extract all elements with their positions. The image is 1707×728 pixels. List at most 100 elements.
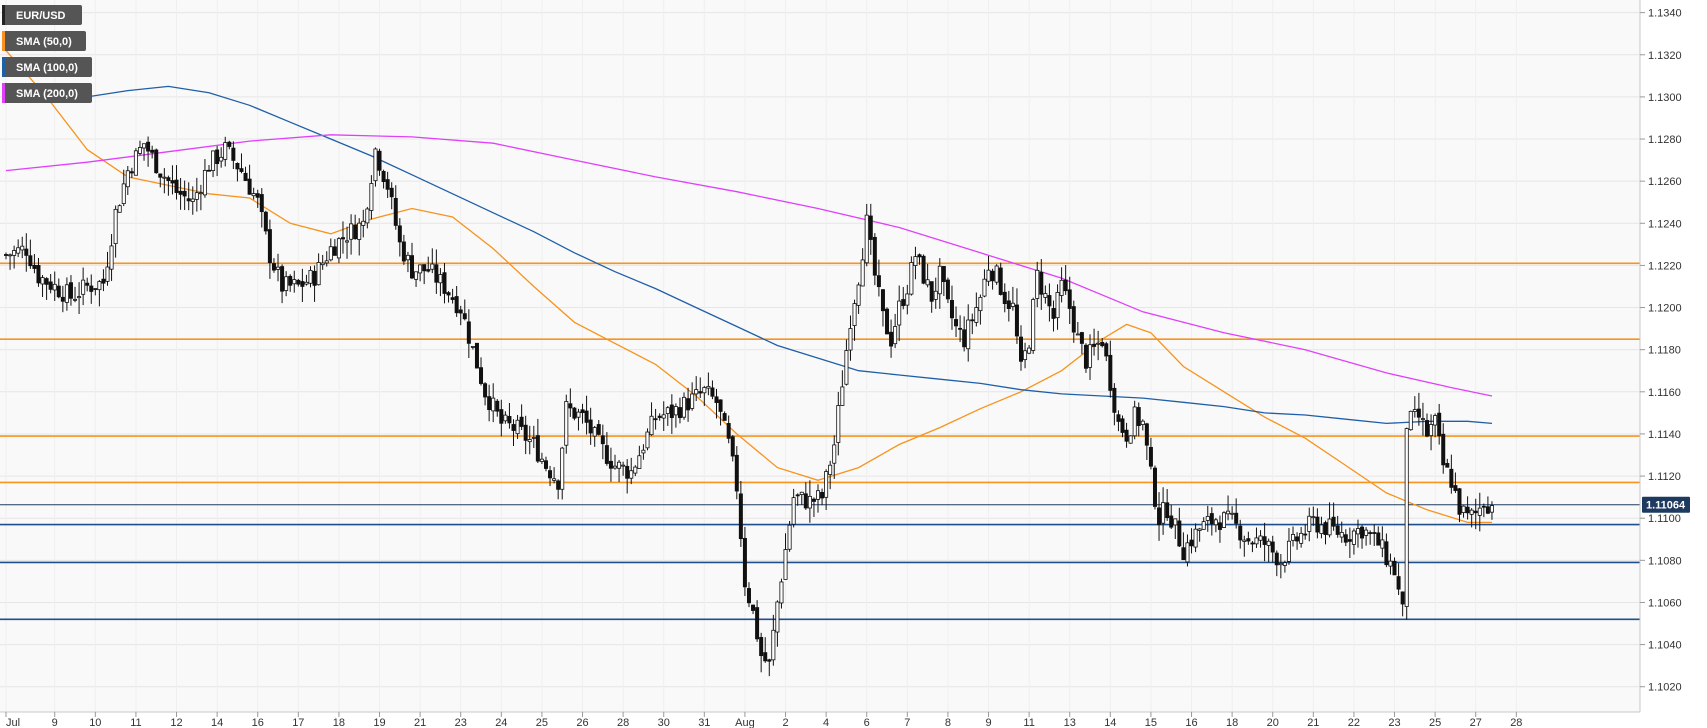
x-tick-label: 2 bbox=[782, 717, 788, 728]
x-tick-label: 20 bbox=[1267, 717, 1279, 728]
candle-bull bbox=[617, 461, 622, 469]
candle-bear bbox=[158, 173, 163, 178]
price-badge: 1.11064 bbox=[1642, 496, 1690, 513]
candle-bear bbox=[1217, 522, 1222, 530]
candle-bull bbox=[1023, 350, 1028, 361]
candle-bear bbox=[247, 178, 252, 195]
candle-bear bbox=[434, 264, 439, 283]
candle-bull bbox=[1388, 560, 1393, 567]
candle-bear bbox=[803, 493, 808, 509]
x-tick-label: 21 bbox=[1307, 717, 1319, 728]
candle-bear bbox=[235, 163, 240, 170]
candle-bear bbox=[1152, 467, 1157, 507]
candle-bear bbox=[1274, 552, 1279, 566]
candle-bear bbox=[1303, 533, 1308, 536]
candle-bear bbox=[657, 415, 662, 418]
candle-bull bbox=[73, 298, 78, 301]
candle-bear bbox=[393, 197, 398, 226]
candle-bear bbox=[543, 460, 548, 469]
candle-bull bbox=[690, 393, 695, 409]
candle-bull bbox=[1307, 515, 1312, 532]
candle-bull bbox=[1258, 535, 1263, 541]
price-badge-box bbox=[1642, 496, 1690, 513]
candle-bear bbox=[397, 225, 402, 243]
candle-bear bbox=[519, 416, 524, 427]
candle-bear bbox=[1047, 295, 1052, 307]
candle-bull bbox=[673, 406, 678, 416]
candle-bull bbox=[223, 142, 228, 160]
legend-label: EUR/USD bbox=[16, 10, 66, 22]
candle-bear bbox=[1449, 468, 1454, 488]
candle-bull bbox=[1197, 528, 1202, 531]
candle-bear bbox=[608, 460, 613, 469]
candle-bull bbox=[897, 300, 902, 326]
candle-bear bbox=[1148, 446, 1153, 467]
candle-bear bbox=[1360, 526, 1365, 539]
candle-bear bbox=[206, 169, 211, 172]
candle-bull bbox=[349, 223, 354, 240]
candle-bear bbox=[535, 435, 540, 462]
legend: EUR/USD SMA (50,0) SMA (100,0) SMA (200,0) bbox=[2, 5, 92, 103]
candle-bull bbox=[783, 549, 788, 580]
candle-bear bbox=[1169, 515, 1174, 528]
x-tick-label: 4 bbox=[823, 717, 829, 728]
candle-bear bbox=[1092, 343, 1097, 347]
candle-bull bbox=[1201, 521, 1206, 530]
candle-bear bbox=[889, 331, 894, 347]
candle-bull bbox=[637, 455, 642, 469]
y-tick-label: 1.1180 bbox=[1648, 345, 1681, 357]
candle-bull bbox=[251, 193, 256, 197]
candle-bull bbox=[682, 396, 687, 418]
candle-bull bbox=[1412, 409, 1417, 412]
candle-bull bbox=[1254, 537, 1259, 545]
candle-bull bbox=[649, 415, 654, 436]
candle-bear bbox=[755, 607, 760, 640]
candle-bear bbox=[901, 299, 906, 307]
candle-bull bbox=[1193, 528, 1198, 548]
candle-bull bbox=[328, 246, 333, 261]
candle-bear bbox=[458, 309, 463, 314]
candle-bear bbox=[93, 288, 98, 290]
candle-bear bbox=[24, 248, 29, 256]
candle-bear bbox=[568, 403, 573, 409]
candle-bear bbox=[377, 150, 382, 171]
candle-bull bbox=[117, 205, 122, 213]
y-tick-label: 1.1120 bbox=[1648, 471, 1681, 483]
candle-bull bbox=[836, 405, 841, 443]
candle-bear bbox=[1335, 525, 1340, 535]
candle-bull bbox=[986, 269, 991, 282]
candle-bear bbox=[1270, 541, 1275, 553]
x-tick-label: 7 bbox=[904, 717, 910, 728]
candle-bear bbox=[872, 236, 877, 276]
x-tick-label: 23 bbox=[1388, 717, 1400, 728]
candle-bull bbox=[633, 466, 638, 474]
candle-bull bbox=[856, 284, 861, 306]
candle-bull bbox=[113, 208, 118, 245]
candle-bull bbox=[1161, 502, 1166, 524]
x-tick-label: 21 bbox=[414, 717, 426, 728]
candle-bear bbox=[174, 179, 179, 193]
candle-bull bbox=[925, 279, 930, 286]
candle-bull bbox=[694, 389, 699, 395]
candle-bear bbox=[1323, 522, 1328, 535]
candle-bear bbox=[1039, 271, 1044, 295]
candle-bull bbox=[1031, 299, 1036, 351]
candle-bull bbox=[560, 447, 565, 490]
candle-bull bbox=[133, 150, 138, 176]
candle-bull bbox=[12, 250, 17, 256]
y-tick-label: 1.1220 bbox=[1648, 260, 1682, 272]
candle-bear bbox=[1392, 560, 1397, 576]
candle-bear bbox=[474, 342, 479, 369]
candle-bear bbox=[1019, 336, 1024, 362]
x-tick-label: 16 bbox=[252, 717, 264, 728]
candle-bear bbox=[1400, 591, 1405, 605]
legend-label: SMA (200,0) bbox=[16, 88, 78, 100]
candle-bull bbox=[828, 464, 833, 476]
candle-bear bbox=[958, 327, 963, 330]
candle-bear bbox=[243, 172, 248, 181]
candle-bear bbox=[1189, 539, 1194, 547]
candle-bear bbox=[1181, 547, 1186, 561]
candle-bear bbox=[677, 407, 682, 419]
y-tick-label: 1.1140 bbox=[1648, 429, 1681, 441]
candle-bull bbox=[1299, 532, 1304, 544]
